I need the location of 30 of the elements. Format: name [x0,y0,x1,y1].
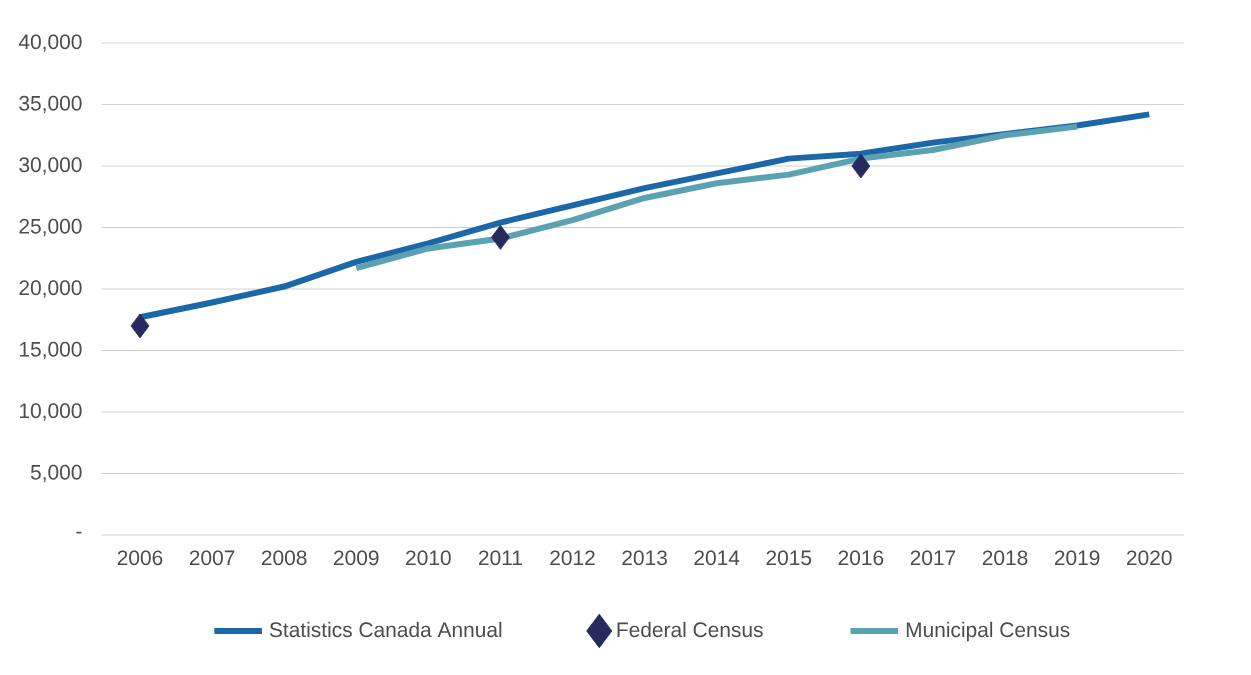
y-tick-label: 15,000 [20,341,82,360]
point [130,313,150,339]
y-tick-label: - [76,531,82,534]
y-tick-label: 35,000 [19,95,82,114]
x-tick-label: 2020 [1127,550,1172,566]
x-tick-label: 2008 [261,550,307,566]
point [491,224,510,250]
legend-label: Municipal Census [906,621,1070,642]
y-tick-label: 40,000 [18,34,82,52]
legend-label: Statistics Canada Annual [269,621,502,638]
x-tick-label: 2015 [766,550,812,566]
x-tick-label: 2016 [838,550,884,566]
x-tick-label: 2017 [910,550,956,566]
point [851,153,871,179]
y-tick-label: 5,000 [30,464,82,483]
y-tick-label: 25,000 [19,218,82,237]
x-tick-label: 2006 [117,550,163,566]
x-tick-label: 2009 [334,550,379,566]
x-tick-label: 2007 [189,550,235,566]
x-tick-label: 2010 [406,550,451,566]
y-tick-label: 20,000 [19,280,82,298]
x-tick-label: 2012 [550,550,595,566]
x-tick-label: 2019 [1054,550,1100,566]
x-tick-label: 2018 [982,550,1028,566]
y-tick-label: 30,000 [19,157,82,175]
y-tick-label: 10,000 [20,403,82,421]
legend-label: Federal Census [617,621,763,638]
x-tick-label: 2011 [479,550,522,566]
x-tick-label: 2013 [622,550,667,566]
x-tick-label: 2014 [694,550,740,566]
